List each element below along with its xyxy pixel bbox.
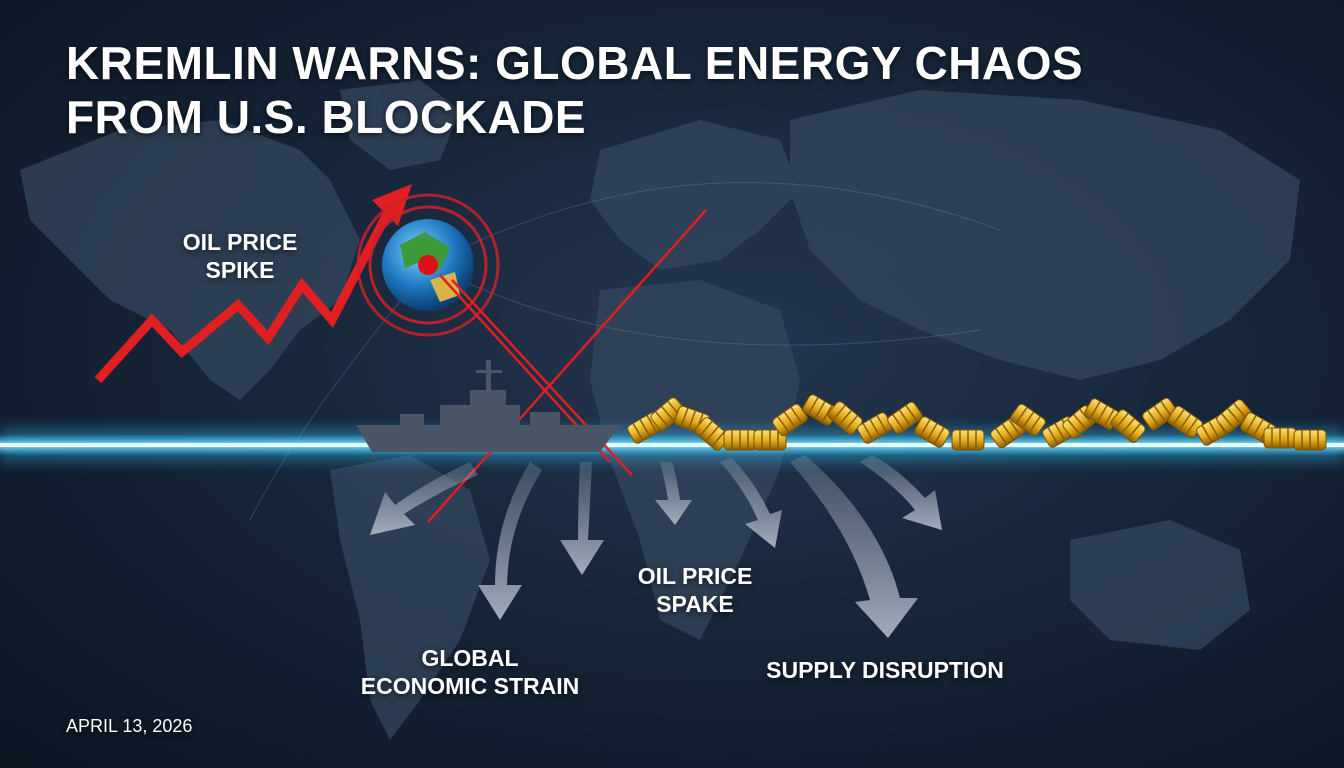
asia-shape	[790, 90, 1300, 380]
headline-line-2: FROM U.S. BLOCKADE	[66, 91, 587, 143]
oil-barrel-icon	[1293, 429, 1327, 451]
australia-shape	[1070, 520, 1250, 650]
arrow-icon	[790, 455, 918, 638]
headline: KREMLIN WARNS: GLOBAL ENERGY CHAOS FROM …	[66, 36, 1266, 144]
oil-price-spake-label-line-1: OIL PRICE	[637, 563, 753, 589]
price-spike-line	[94, 189, 409, 384]
headline-line-1: KREMLIN WARNS: GLOBAL ENERGY CHAOS	[66, 37, 1084, 89]
oil-barrel-icon	[753, 429, 787, 451]
europe-shape	[590, 120, 800, 270]
arrow-icon	[860, 455, 942, 530]
oil-price-spake-label: OIL PRICE SPAKE	[610, 562, 780, 618]
oil-barrel-icon	[1216, 399, 1252, 433]
global-economic-strain-label: GLOBAL ECONOMIC STRAIN	[330, 644, 610, 700]
warship-icon	[356, 360, 620, 452]
global-economic-strain-label-line-1: GLOBAL	[421, 645, 519, 671]
oil-barrel-icon	[857, 412, 893, 444]
oil-barrel-icon	[1142, 397, 1178, 431]
arrow-icon	[478, 462, 542, 620]
oil-barrel-icon	[914, 416, 950, 448]
arrow-icon	[370, 462, 478, 535]
oil-price-spake-label-line-2: SPAKE	[656, 591, 734, 617]
oil-price-spike-label-line-2: SPIKE	[205, 257, 275, 283]
arrow-icon	[560, 462, 604, 575]
oil-barrels	[627, 394, 1327, 451]
oil-barrel-icon	[723, 429, 757, 451]
oil-barrel-icon	[1010, 403, 1046, 437]
supply-disruption-label: SUPPLY DISRUPTION	[766, 657, 1004, 683]
oil-barrel-icon	[1263, 427, 1297, 449]
arrow-icon	[655, 462, 692, 525]
impact-arrows	[370, 455, 942, 638]
south-america-shape	[330, 455, 490, 740]
oil-price-spike-label-line-1: OIL PRICE	[182, 229, 298, 255]
oil-barrel-icon	[887, 401, 923, 435]
greenland-shape	[340, 80, 460, 170]
oil-barrel-icon	[827, 401, 863, 435]
oil-barrel-icon	[1110, 409, 1146, 443]
date-stamp: APRIL 13, 2026	[66, 716, 193, 736]
oil-price-spike-label: OIL PRICE SPIKE	[160, 228, 320, 284]
arrow-icon	[720, 458, 782, 548]
oil-barrel-icon	[951, 429, 985, 451]
global-economic-strain-label-line-2: ECONOMIC STRAIN	[360, 673, 580, 699]
